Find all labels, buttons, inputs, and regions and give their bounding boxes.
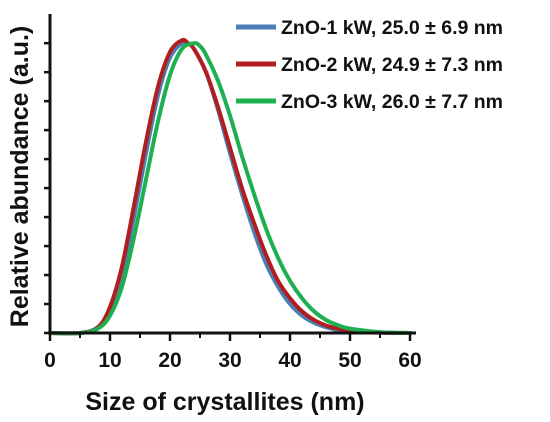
series-line-3 <box>48 41 412 336</box>
x-tick-label: 10 <box>98 349 121 372</box>
series-line-1 <box>48 39 412 336</box>
legend-label-1: ZnO-1 kW, 25.0 ± 6.9 nm <box>281 17 503 39</box>
x-tick-label: 30 <box>218 349 241 372</box>
legend: ZnO-1 kW, 25.0 ± 6.9 nm ZnO-2 kW, 24.9 ± … <box>236 17 503 113</box>
x-tick-label: 40 <box>278 349 301 372</box>
legend-label-2: ZnO-2 kW, 24.9 ± 7.3 nm <box>281 54 503 76</box>
series-layer <box>48 37 412 336</box>
y-axis-label: Relative abundance (a.u.) <box>6 26 34 327</box>
x-tick-label: 20 <box>158 349 181 372</box>
legend-label-3: ZnO-3 kW, 26.0 ± 7.7 nm <box>281 91 503 113</box>
x-axis-label: Size of crystallites (nm) <box>85 388 364 416</box>
x-tick-label: 0 <box>44 349 56 372</box>
x-tick-label: 50 <box>338 349 361 372</box>
series-line-2 <box>48 37 412 336</box>
x-tick-label: 60 <box>398 349 421 372</box>
axes-layer: 0 10 20 30 40 50 60 <box>44 14 422 372</box>
